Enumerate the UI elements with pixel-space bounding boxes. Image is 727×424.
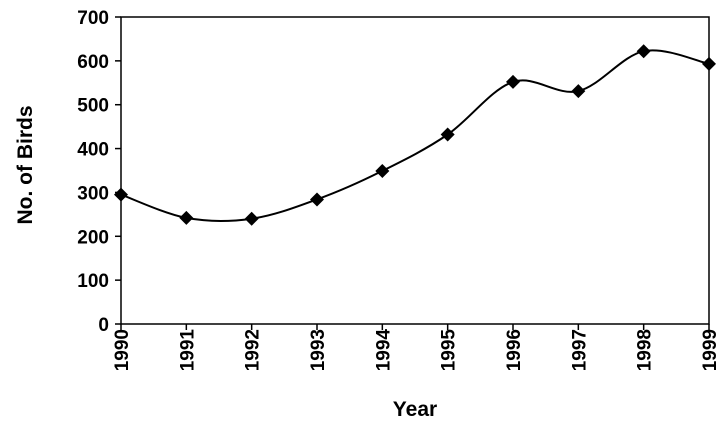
data-point xyxy=(310,192,324,207)
y-tick-label: 0 xyxy=(98,315,109,336)
x-tick-label: 1996 xyxy=(504,329,525,371)
x-tick-label: 1997 xyxy=(569,329,590,371)
data-point xyxy=(506,74,520,89)
y-tick-label: 400 xyxy=(77,140,109,161)
x-tick-label: 1993 xyxy=(308,329,329,371)
data-point xyxy=(571,84,586,99)
data-point xyxy=(114,187,128,202)
data-markers xyxy=(114,44,716,226)
y-axis-title: No. of Birds xyxy=(14,106,37,225)
y-tick-label: 700 xyxy=(77,8,109,29)
y-tick-label: 600 xyxy=(77,52,109,73)
data-point xyxy=(375,163,390,178)
data-point xyxy=(244,211,259,226)
data-point xyxy=(702,56,716,71)
data-point xyxy=(636,44,651,59)
data-point xyxy=(179,210,194,225)
x-tick-label: 1994 xyxy=(373,329,394,372)
x-tick-label: 1998 xyxy=(635,329,656,371)
y-tick-label: 300 xyxy=(77,183,109,204)
plot-frame xyxy=(120,16,710,325)
x-tick-label: 1999 xyxy=(700,329,721,371)
data-point xyxy=(440,127,455,142)
x-tick-label: 1992 xyxy=(243,329,264,371)
y-tick-label: 500 xyxy=(77,96,109,117)
x-tick-label: 1991 xyxy=(177,329,198,372)
series-line xyxy=(120,49,710,222)
x-tick-label: 1995 xyxy=(439,329,460,372)
y-axis-ticks: 0 100 200 300 400 500 600 700 xyxy=(77,8,121,336)
x-tick-label: 1990 xyxy=(112,329,133,371)
y-tick-label: 200 xyxy=(77,227,109,248)
x-axis-ticks: 1990 1991 1992 1993 1994 1995 1996 1997 1998 1999 xyxy=(112,324,721,371)
x-axis-title: Year xyxy=(393,398,437,421)
y-tick-label: 100 xyxy=(77,271,109,292)
